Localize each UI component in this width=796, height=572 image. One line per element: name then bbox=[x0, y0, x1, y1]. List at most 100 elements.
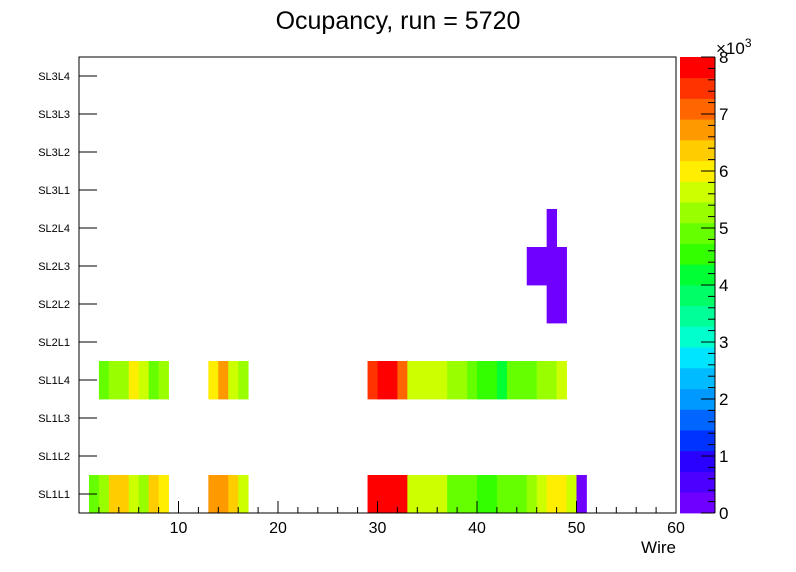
color-scale-swatch bbox=[680, 492, 715, 514]
heatmap-cell bbox=[158, 475, 169, 514]
color-scale-swatch bbox=[680, 181, 715, 203]
color-scale-swatch bbox=[680, 98, 715, 120]
heatmap-cell bbox=[496, 475, 528, 514]
heatmap-cell bbox=[447, 361, 468, 400]
heatmap-cell bbox=[208, 361, 219, 400]
color-scale-tick-label: 6 bbox=[719, 162, 728, 181]
plot-area bbox=[88, 209, 587, 514]
heatmap-cell bbox=[138, 475, 150, 514]
heatmap-cell bbox=[228, 361, 239, 400]
heatmap-cell bbox=[526, 475, 538, 514]
heatmap-cell bbox=[417, 475, 448, 514]
color-scale-tick-label: 8 bbox=[719, 48, 728, 67]
heatmap-cell bbox=[377, 361, 398, 400]
heatmap-cell bbox=[367, 475, 378, 514]
color-scale-swatch bbox=[680, 57, 715, 79]
heatmap-cell bbox=[566, 475, 577, 514]
color-scale-swatch bbox=[680, 77, 715, 99]
x-axis-label: Wire bbox=[641, 538, 676, 557]
color-scale-tick-label: 5 bbox=[719, 219, 728, 238]
heatmap-cell bbox=[556, 361, 567, 400]
x-tick-label: 30 bbox=[369, 520, 387, 537]
heatmap-cell bbox=[98, 361, 110, 400]
heatmap-cell bbox=[447, 475, 478, 514]
color-scale-swatch bbox=[680, 471, 715, 493]
heatmap-cell bbox=[218, 475, 229, 514]
color-scale-swatch bbox=[680, 430, 715, 452]
color-scale-swatch bbox=[680, 305, 715, 327]
color-scale-swatch bbox=[680, 409, 715, 431]
heatmap-cell bbox=[158, 361, 169, 400]
heatmap-cell bbox=[407, 475, 418, 514]
heatmap-cell bbox=[98, 475, 110, 514]
heatmap-cell bbox=[407, 361, 448, 400]
heatmap-cell bbox=[397, 361, 408, 400]
color-scale-swatch bbox=[680, 139, 715, 162]
heatmap-cell bbox=[467, 361, 478, 400]
heatmap-cell bbox=[477, 475, 498, 514]
heatmap-cell bbox=[536, 361, 557, 400]
color-scale-swatch bbox=[680, 285, 715, 307]
plot-frame bbox=[78, 56, 677, 514]
heatmap-cell bbox=[477, 361, 498, 400]
color-scale-exponent-power: 3 bbox=[745, 36, 752, 50]
heatmap-cell bbox=[108, 361, 130, 400]
heatmap-cell bbox=[546, 285, 567, 324]
heatmap-cell bbox=[128, 475, 140, 514]
heatmap-cell bbox=[576, 475, 587, 514]
color-scale-exponent-base: ×10 bbox=[716, 39, 745, 58]
color-scale-tick-label: 1 bbox=[719, 447, 728, 466]
color-scale-swatch bbox=[680, 222, 715, 244]
y-tick-label: SL1L4 bbox=[38, 375, 70, 387]
x-tick-label: 10 bbox=[170, 520, 188, 537]
heatmap-cell bbox=[108, 475, 130, 514]
x-tick-label: 40 bbox=[468, 520, 486, 537]
y-tick-label: SL2L2 bbox=[38, 299, 70, 311]
heatmap-cell bbox=[128, 361, 140, 400]
heatmap-cell bbox=[218, 361, 229, 400]
heatmap-cell bbox=[367, 361, 378, 400]
y-tick-label: SL3L2 bbox=[38, 147, 70, 159]
x-tick-label: 60 bbox=[667, 520, 685, 537]
y-tick-label: SL3L4 bbox=[38, 71, 70, 83]
chart-title: Ocupancy, run = 5720 bbox=[276, 7, 521, 35]
y-tick-label: SL2L1 bbox=[38, 337, 70, 349]
heatmap-cell bbox=[387, 475, 408, 514]
y-tick-label: SL2L4 bbox=[38, 223, 70, 235]
color-scale-swatch bbox=[680, 450, 715, 472]
heatmap-cell bbox=[546, 475, 567, 514]
y-tick-label: SL1L1 bbox=[38, 489, 70, 501]
heatmap-cell bbox=[377, 475, 388, 514]
y-tick-label: SL3L1 bbox=[38, 185, 70, 197]
color-scale-tick-label: 0 bbox=[719, 504, 728, 523]
color-scale-swatch bbox=[680, 243, 715, 265]
heatmap-cell bbox=[496, 361, 508, 400]
heatmap-cell bbox=[228, 475, 239, 514]
y-tick-label: SL1L3 bbox=[38, 413, 70, 425]
heatmap-cell bbox=[208, 475, 219, 514]
color-scale-swatch bbox=[680, 202, 715, 224]
axes: 10 20 30 40 50 60 SL1L1 SL1L2 SL1L3 SL1L4 SL2L1 SL2… bbox=[38, 71, 685, 537]
color-scale: 0 1 2 3 4 5 6 7 8 bbox=[680, 48, 728, 523]
color-scale-tick-label: 2 bbox=[719, 390, 728, 409]
color-scale-tick-label: 7 bbox=[719, 105, 728, 124]
color-scale-swatch bbox=[680, 388, 715, 410]
color-scale-swatch bbox=[680, 119, 715, 141]
heatmap-cell bbox=[506, 361, 538, 400]
x-tick-label: 50 bbox=[568, 520, 586, 537]
heatmap-cell bbox=[526, 247, 567, 286]
x-tick-label: 20 bbox=[269, 520, 287, 537]
heatmap-cell bbox=[546, 209, 557, 248]
heatmap-cell bbox=[536, 475, 548, 514]
heatmap-cell bbox=[148, 361, 159, 400]
color-scale-swatch bbox=[680, 160, 715, 182]
y-tick-label: SL1L2 bbox=[38, 451, 70, 463]
color-scale-exponent: ×103 bbox=[716, 36, 752, 58]
color-scale-swatch bbox=[680, 264, 715, 286]
heatmap-cell bbox=[238, 475, 249, 514]
color-scale-tick-label: 4 bbox=[719, 276, 728, 295]
color-scale-swatch bbox=[680, 347, 715, 369]
color-scale-swatch bbox=[680, 326, 715, 348]
heatmap-cell bbox=[148, 475, 159, 514]
